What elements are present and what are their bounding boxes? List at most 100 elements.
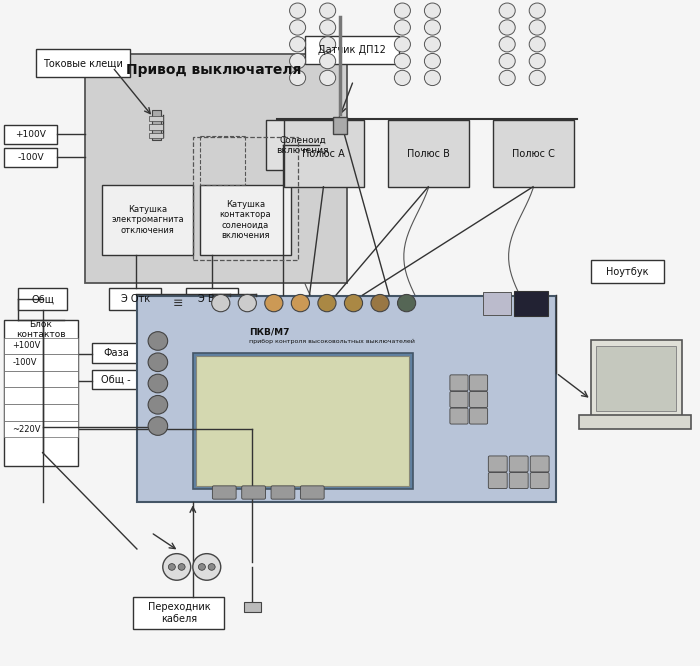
- Circle shape: [320, 37, 336, 52]
- Circle shape: [424, 20, 440, 35]
- FancyBboxPatch shape: [137, 296, 556, 502]
- FancyBboxPatch shape: [92, 343, 141, 363]
- Text: Общ: Общ: [31, 294, 54, 304]
- FancyBboxPatch shape: [332, 117, 346, 134]
- FancyBboxPatch shape: [510, 456, 528, 472]
- FancyBboxPatch shape: [304, 36, 399, 64]
- Circle shape: [169, 563, 175, 570]
- FancyBboxPatch shape: [4, 125, 57, 144]
- FancyBboxPatch shape: [212, 486, 236, 499]
- Text: -100V: -100V: [17, 153, 43, 162]
- FancyBboxPatch shape: [199, 184, 290, 254]
- Circle shape: [529, 3, 545, 18]
- FancyBboxPatch shape: [4, 421, 78, 438]
- FancyBboxPatch shape: [241, 486, 265, 499]
- Circle shape: [529, 20, 545, 35]
- Text: Полюс С: Полюс С: [512, 149, 555, 159]
- FancyBboxPatch shape: [85, 54, 346, 283]
- Circle shape: [499, 3, 515, 18]
- Text: Полюс В: Полюс В: [407, 149, 450, 159]
- FancyBboxPatch shape: [530, 473, 549, 489]
- Text: +100V: +100V: [13, 342, 41, 350]
- FancyBboxPatch shape: [530, 456, 549, 472]
- FancyBboxPatch shape: [4, 404, 78, 421]
- FancyBboxPatch shape: [510, 473, 528, 489]
- Text: Соленоид
включения: Соленоид включения: [276, 136, 329, 155]
- FancyBboxPatch shape: [271, 486, 295, 499]
- Text: Э Отк: Э Отк: [120, 294, 150, 304]
- Text: Привод выключателя: Привод выключателя: [126, 63, 302, 77]
- FancyBboxPatch shape: [4, 371, 78, 388]
- Circle shape: [394, 37, 410, 52]
- Circle shape: [265, 294, 283, 312]
- Circle shape: [499, 53, 515, 69]
- Circle shape: [320, 53, 336, 69]
- Circle shape: [198, 563, 205, 570]
- Circle shape: [148, 332, 168, 350]
- Circle shape: [163, 553, 190, 580]
- FancyBboxPatch shape: [36, 49, 130, 77]
- FancyBboxPatch shape: [450, 408, 468, 424]
- FancyBboxPatch shape: [92, 370, 141, 390]
- Circle shape: [193, 553, 220, 580]
- FancyBboxPatch shape: [494, 121, 573, 186]
- Circle shape: [424, 71, 440, 85]
- Circle shape: [318, 294, 336, 312]
- FancyBboxPatch shape: [4, 338, 78, 354]
- FancyBboxPatch shape: [4, 149, 57, 167]
- Circle shape: [320, 3, 336, 18]
- Circle shape: [290, 53, 306, 69]
- Text: Ноутбук: Ноутбук: [606, 266, 649, 276]
- Circle shape: [290, 37, 306, 52]
- Circle shape: [499, 71, 515, 85]
- Text: Датчик ДП12: Датчик ДП12: [318, 45, 386, 55]
- Circle shape: [291, 294, 309, 312]
- Circle shape: [148, 396, 168, 414]
- FancyBboxPatch shape: [153, 111, 161, 141]
- FancyBboxPatch shape: [514, 291, 547, 316]
- FancyBboxPatch shape: [596, 346, 676, 412]
- FancyBboxPatch shape: [196, 356, 410, 486]
- Circle shape: [529, 37, 545, 52]
- FancyBboxPatch shape: [389, 121, 469, 186]
- Circle shape: [148, 417, 168, 436]
- FancyBboxPatch shape: [150, 125, 164, 130]
- FancyBboxPatch shape: [150, 133, 164, 139]
- Circle shape: [394, 3, 410, 18]
- Text: ~220V: ~220V: [13, 424, 41, 434]
- Circle shape: [320, 20, 336, 35]
- Text: ПКВ/М7: ПКВ/М7: [248, 327, 289, 336]
- FancyBboxPatch shape: [579, 415, 691, 430]
- Circle shape: [398, 294, 416, 312]
- FancyBboxPatch shape: [18, 288, 67, 310]
- Text: +100V: +100V: [15, 130, 46, 139]
- Circle shape: [394, 53, 410, 69]
- Circle shape: [424, 3, 440, 18]
- FancyBboxPatch shape: [450, 392, 468, 408]
- Circle shape: [344, 294, 363, 312]
- Text: ≡: ≡: [173, 296, 183, 310]
- FancyBboxPatch shape: [4, 388, 78, 404]
- Circle shape: [529, 53, 545, 69]
- Text: Фаза: Фаза: [103, 348, 129, 358]
- Text: Полюс А: Полюс А: [302, 149, 345, 159]
- Circle shape: [499, 37, 515, 52]
- Circle shape: [424, 37, 440, 52]
- Circle shape: [238, 294, 256, 312]
- FancyBboxPatch shape: [284, 121, 364, 186]
- Circle shape: [424, 53, 440, 69]
- Circle shape: [148, 374, 168, 393]
- Circle shape: [178, 563, 185, 570]
- Circle shape: [208, 563, 215, 570]
- FancyBboxPatch shape: [244, 602, 260, 612]
- FancyBboxPatch shape: [300, 486, 324, 499]
- Circle shape: [499, 20, 515, 35]
- Circle shape: [148, 353, 168, 372]
- Text: Блок
контактов: Блок контактов: [15, 320, 65, 340]
- FancyBboxPatch shape: [150, 116, 164, 121]
- Text: Э Вкл: Э Вкл: [197, 294, 226, 304]
- Text: прибор контроля высоковольтных выключателей: прибор контроля высоковольтных выключате…: [248, 339, 414, 344]
- FancyBboxPatch shape: [4, 354, 78, 371]
- Circle shape: [290, 20, 306, 35]
- FancyBboxPatch shape: [489, 473, 508, 489]
